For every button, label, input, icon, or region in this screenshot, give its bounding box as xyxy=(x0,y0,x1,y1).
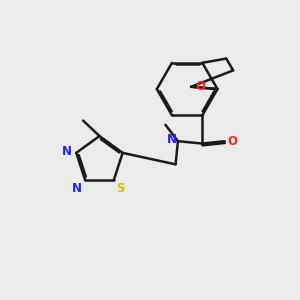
Text: O: O xyxy=(228,135,238,148)
Text: O: O xyxy=(196,80,206,93)
Text: N: N xyxy=(167,134,177,146)
Text: N: N xyxy=(62,145,72,158)
Text: N: N xyxy=(72,182,82,196)
Text: S: S xyxy=(116,182,125,196)
